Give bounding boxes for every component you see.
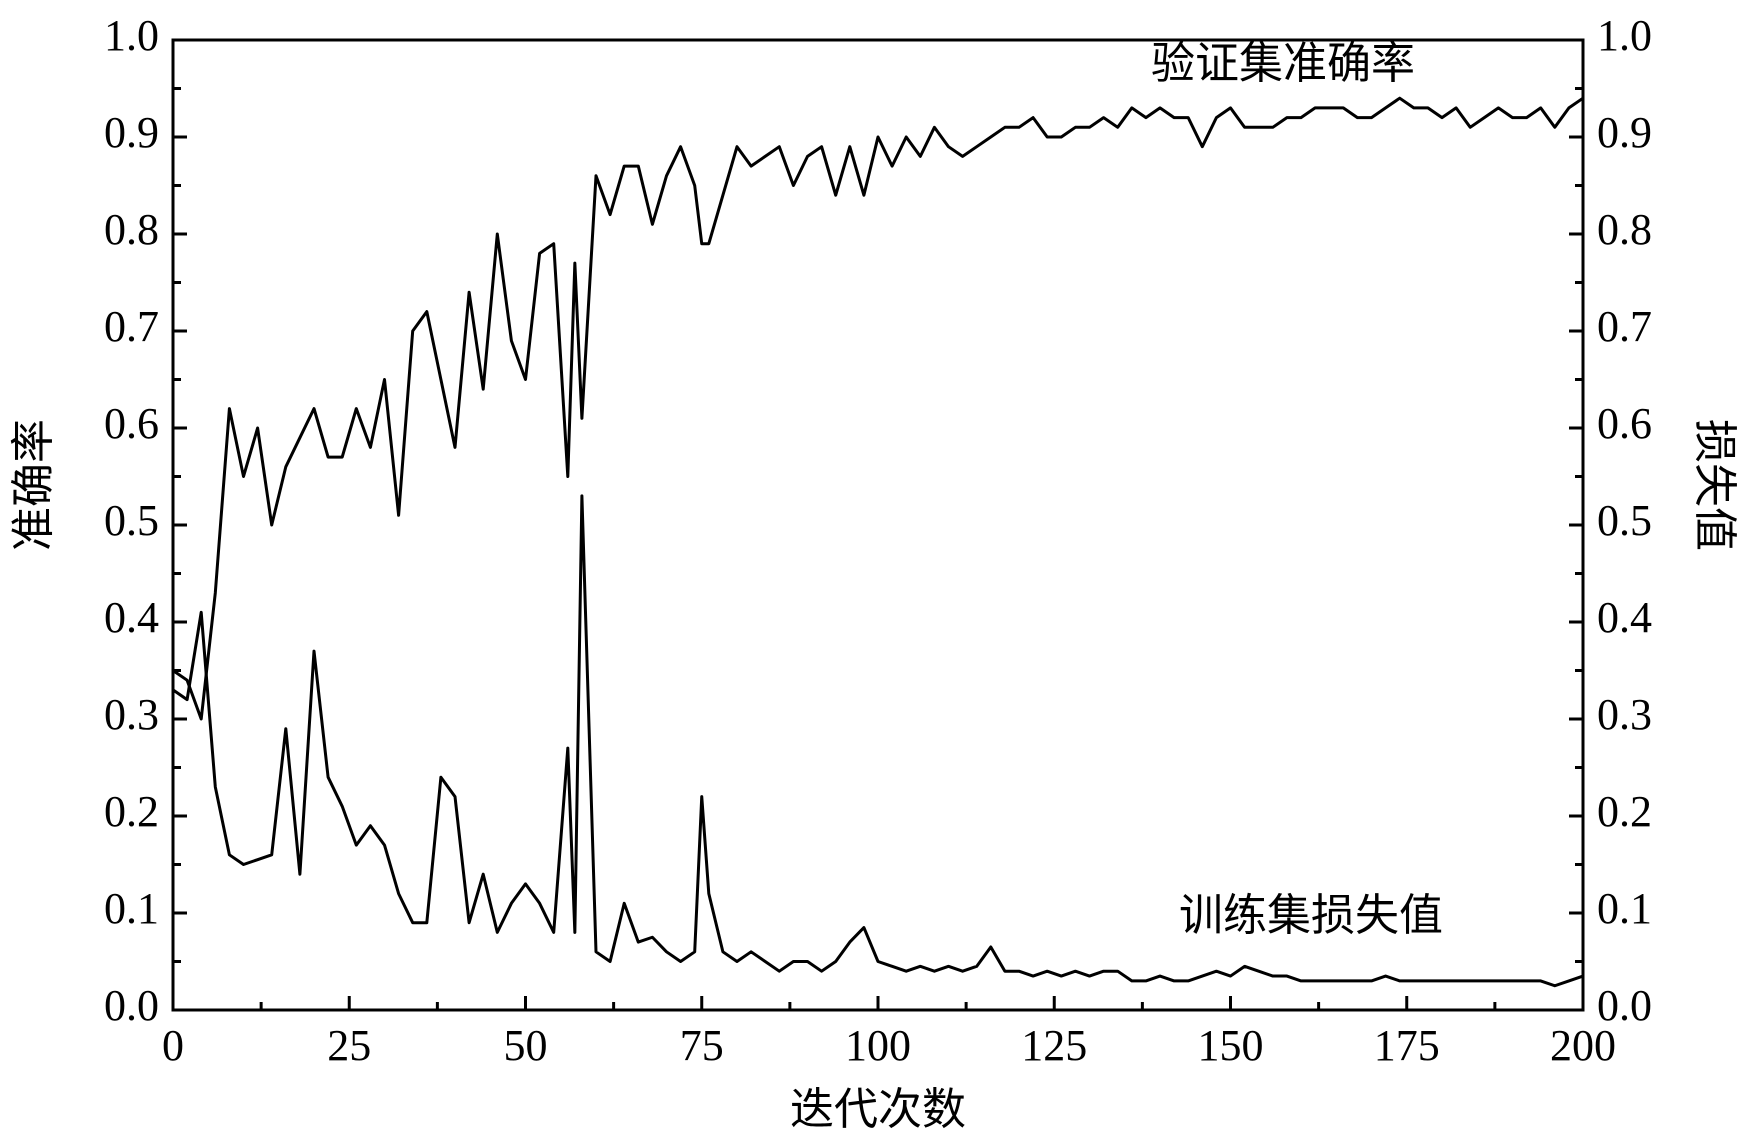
y2-tick-label: 0.3	[1597, 690, 1652, 739]
x-tick-label: 75	[680, 1021, 724, 1070]
y2-tick-label: 0.7	[1597, 302, 1652, 351]
y-tick-label: 0.4	[104, 593, 159, 642]
x-tick-label: 25	[327, 1021, 371, 1070]
y2-tick-label: 0.1	[1597, 884, 1652, 933]
x-tick-label: 150	[1198, 1021, 1264, 1070]
x-tick-label: 50	[504, 1021, 548, 1070]
series-line	[172, 96, 1584, 721]
x-tick-label: 200	[1550, 1021, 1616, 1070]
y-tick-label: 0.7	[104, 302, 159, 351]
y-tick-label: 0.8	[104, 205, 159, 254]
plot-frame	[171, 38, 1585, 1012]
y2-tick-label: 0.9	[1597, 108, 1652, 157]
y2-tick-label: 0.2	[1597, 787, 1652, 836]
y2-tick-label: 0.4	[1597, 593, 1652, 642]
y-tick-label: 0.0	[104, 981, 159, 1030]
y2-tick-label: 1.0	[1597, 11, 1652, 60]
y-tick-label: 0.1	[104, 884, 159, 933]
y-tick-label: 0.9	[104, 108, 159, 157]
series-line	[172, 494, 1584, 988]
x-axis-label: 迭代次数	[790, 1084, 966, 1135]
x-tick-label: 100	[845, 1021, 911, 1070]
x-tick-label: 125	[1021, 1021, 1087, 1070]
y-tick-label: 0.5	[104, 496, 159, 545]
y2-tick-label: 0.5	[1597, 496, 1652, 545]
y2-tick-label: 0.0	[1597, 981, 1652, 1030]
annotation: 训练集损失值	[1179, 890, 1443, 941]
y2-axis-label: 损失值	[1689, 419, 1740, 551]
x-tick-label: 175	[1374, 1021, 1440, 1070]
y2-tick-label: 0.6	[1597, 399, 1652, 448]
annotation: 验证集准确率	[1151, 38, 1415, 89]
y-tick-label: 0.2	[104, 787, 159, 836]
y2-tick-label: 0.8	[1597, 205, 1652, 254]
y-tick-label: 1.0	[104, 11, 159, 60]
x-tick-label: 0	[162, 1021, 184, 1070]
y-tick-label: 0.6	[104, 399, 159, 448]
y-axis-label: 准确率	[8, 419, 59, 551]
y-tick-label: 0.3	[104, 690, 159, 739]
